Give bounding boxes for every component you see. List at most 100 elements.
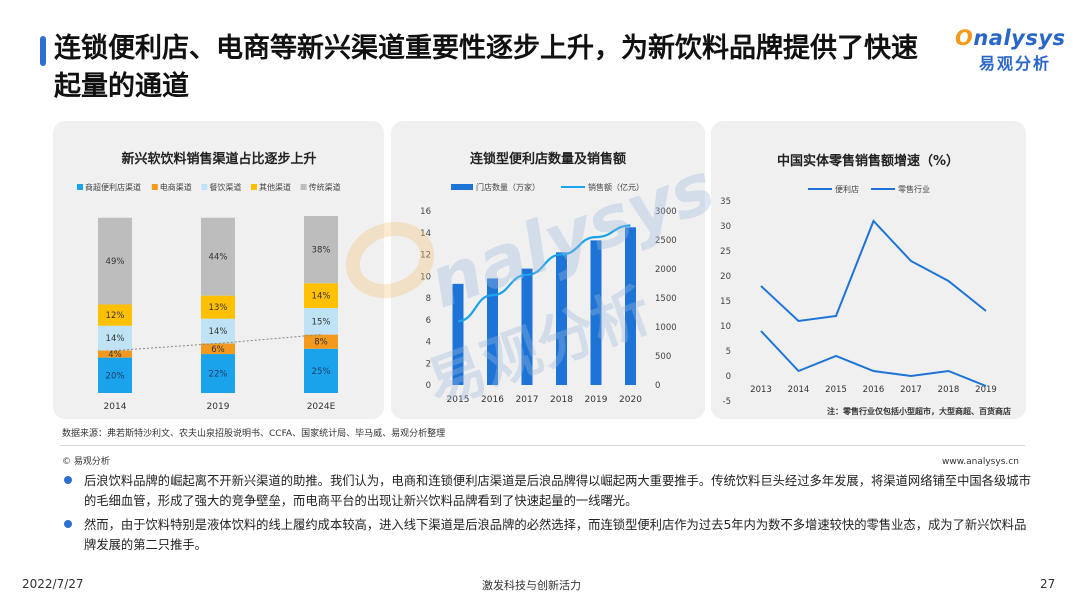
y-left-tick-label: 8 bbox=[426, 294, 431, 304]
chart-title: 连锁型便利店数量及销售额 bbox=[470, 151, 626, 167]
website-link[interactable]: www.analysys.cn bbox=[942, 457, 1019, 467]
bullet-dot-icon bbox=[64, 520, 72, 528]
store-count-bar bbox=[556, 252, 567, 385]
x-tick-label: 2015 bbox=[447, 395, 470, 405]
sales-line bbox=[457, 224, 631, 323]
y-tick-label: 30 bbox=[720, 222, 731, 232]
y-tick-label: 10 bbox=[720, 322, 731, 332]
y-right-tick-label: 0 bbox=[655, 381, 660, 391]
legend-swatch bbox=[300, 184, 307, 190]
data-label: 14% bbox=[312, 292, 331, 302]
y-left-tick-label: 2 bbox=[426, 359, 431, 369]
summary-bullets: 后浪饮料品牌的崛起离不开新兴渠道的助推。我们认为，电商和连锁便利店渠道是后浪品牌… bbox=[62, 471, 1032, 559]
data-label: 25% bbox=[312, 367, 331, 377]
stacked-bar-segment bbox=[201, 318, 235, 344]
y-right-tick-label: 500 bbox=[655, 352, 671, 362]
copyright: © 易观分析 bbox=[62, 457, 110, 467]
channel-share-chart-panel: 新兴软饮料销售渠道占比逐步上升 商超便利店渠道 电商渠道 餐饮渠道 其他渠道 传统渠道 20… bbox=[53, 121, 384, 419]
x-tick-label: 2018 bbox=[550, 395, 573, 405]
footer-date: 2022/7/27 bbox=[22, 577, 84, 591]
x-tick-label: 2024E bbox=[307, 402, 336, 412]
stacked-bar-segment bbox=[304, 216, 338, 284]
y-left-tick-label: 0 bbox=[426, 381, 431, 391]
retail-growth-chart-panel: 中国实体零售销售额增速（%） 便利店 零售行业 -5 0 5 10 15 20 25 30 35 201… bbox=[711, 121, 1026, 419]
x-tick-label: 2017 bbox=[516, 395, 539, 405]
data-label: 49% bbox=[106, 257, 125, 267]
bullet-item: 后浪饮料品牌的崛起离不开新兴渠道的助推。我们认为，电商和连锁便利店渠道是后浪品牌… bbox=[62, 471, 1032, 511]
stacked-bar-segment bbox=[98, 304, 132, 326]
legend-swatch bbox=[251, 184, 257, 190]
legend-swatch bbox=[451, 184, 473, 190]
y-left-tick-label: 12 bbox=[420, 251, 431, 261]
chart-title: 中国实体零售销售额增速（%） bbox=[777, 153, 959, 169]
legend-label: 销售额（亿元） bbox=[588, 182, 644, 192]
stacked-bar-segment bbox=[201, 354, 235, 393]
y-left-tick-label: 16 bbox=[420, 207, 431, 217]
y-tick-label: 35 bbox=[720, 197, 731, 207]
stacked-bar-segment bbox=[304, 334, 338, 349]
x-tick-label: 2019 bbox=[207, 402, 230, 412]
y-right-tick-label: 2000 bbox=[655, 265, 677, 275]
legend-label: 便利店 bbox=[835, 184, 859, 194]
stacked-bar-segment bbox=[201, 295, 235, 319]
y-left-tick-label: 14 bbox=[420, 229, 431, 239]
x-tick-label: 2016 bbox=[863, 385, 885, 395]
logo-english: Onalysys bbox=[955, 26, 1066, 50]
divider bbox=[60, 445, 1025, 446]
y-tick-label: 15 bbox=[720, 297, 731, 307]
y-tick-label: 5 bbox=[726, 347, 731, 357]
store-count-bar bbox=[452, 283, 464, 385]
x-tick-label: 2016 bbox=[481, 395, 504, 405]
y-tick-label: 0 bbox=[726, 372, 731, 382]
logo-chinese: 易观分析 bbox=[979, 54, 1052, 73]
store-count-bar bbox=[487, 278, 498, 385]
y-right-tick-label: 2500 bbox=[655, 236, 677, 246]
data-label: 13% bbox=[209, 303, 228, 313]
store-count-bar bbox=[625, 227, 636, 385]
data-label: 6% bbox=[211, 345, 225, 355]
legend-swatch bbox=[151, 184, 158, 190]
x-tick-label: 2019 bbox=[975, 385, 997, 395]
convenience-store-line bbox=[760, 219, 987, 323]
data-label: 38% bbox=[312, 246, 331, 256]
retail-industry-line bbox=[760, 330, 987, 387]
y-left-tick-label: 6 bbox=[426, 316, 431, 326]
legend-label: 其他渠道 bbox=[259, 182, 291, 192]
legend-label: 传统渠道 bbox=[309, 182, 341, 192]
page-number: 27 bbox=[1040, 577, 1056, 591]
data-label: 14% bbox=[209, 327, 228, 337]
y-left-tick-label: 10 bbox=[420, 272, 431, 282]
x-tick-label: 2019 bbox=[585, 395, 608, 405]
legend-label: 电商渠道 bbox=[160, 182, 192, 192]
title-accent-bar bbox=[40, 36, 46, 66]
chart-title: 新兴软饮料销售渠道占比逐步上升 bbox=[121, 151, 316, 167]
y-tick-label: 20 bbox=[720, 272, 731, 282]
stacked-bar-segment bbox=[98, 357, 132, 393]
stacked-bar-segment bbox=[201, 343, 235, 355]
x-tick-label: 2017 bbox=[900, 385, 922, 395]
page-title: 连锁便利店、电商等新兴渠道重要性逐步上升，为新饮料品牌提供了快速起量的通道 bbox=[54, 33, 918, 102]
x-tick-label: 2018 bbox=[938, 385, 960, 395]
data-label: 20% bbox=[106, 371, 125, 381]
stacked-bar-segment bbox=[201, 217, 235, 296]
legend-label: 门店数量（万家） bbox=[476, 182, 540, 192]
trend-line bbox=[114, 334, 322, 352]
y-left-tick-label: 4 bbox=[426, 338, 431, 348]
retail-growth-chart: 中国实体零售销售额增速（%） 便利店 零售行业 -5 0 5 10 15 20 25 30 35 201… bbox=[720, 153, 1011, 416]
stacked-bar-segment bbox=[98, 325, 132, 351]
legend-label: 餐饮渠道 bbox=[209, 182, 241, 192]
x-tick-label: 2015 bbox=[825, 385, 847, 395]
data-label: 44% bbox=[209, 253, 228, 263]
y-right-tick-label: 3000 bbox=[655, 207, 677, 217]
stacked-bar-segment bbox=[304, 348, 338, 393]
y-right-tick-label: 1000 bbox=[655, 323, 677, 333]
chart-note: 注：零售行业仅包括小型超市，大型商超、百货商店 bbox=[827, 406, 1011, 416]
stacked-bar-segment bbox=[98, 350, 132, 358]
data-label: 4% bbox=[108, 350, 122, 360]
stacked-bar-segment bbox=[304, 308, 338, 335]
data-label: 22% bbox=[209, 370, 228, 380]
data-label: 8% bbox=[314, 338, 328, 348]
x-tick-label: 2014 bbox=[788, 385, 810, 395]
